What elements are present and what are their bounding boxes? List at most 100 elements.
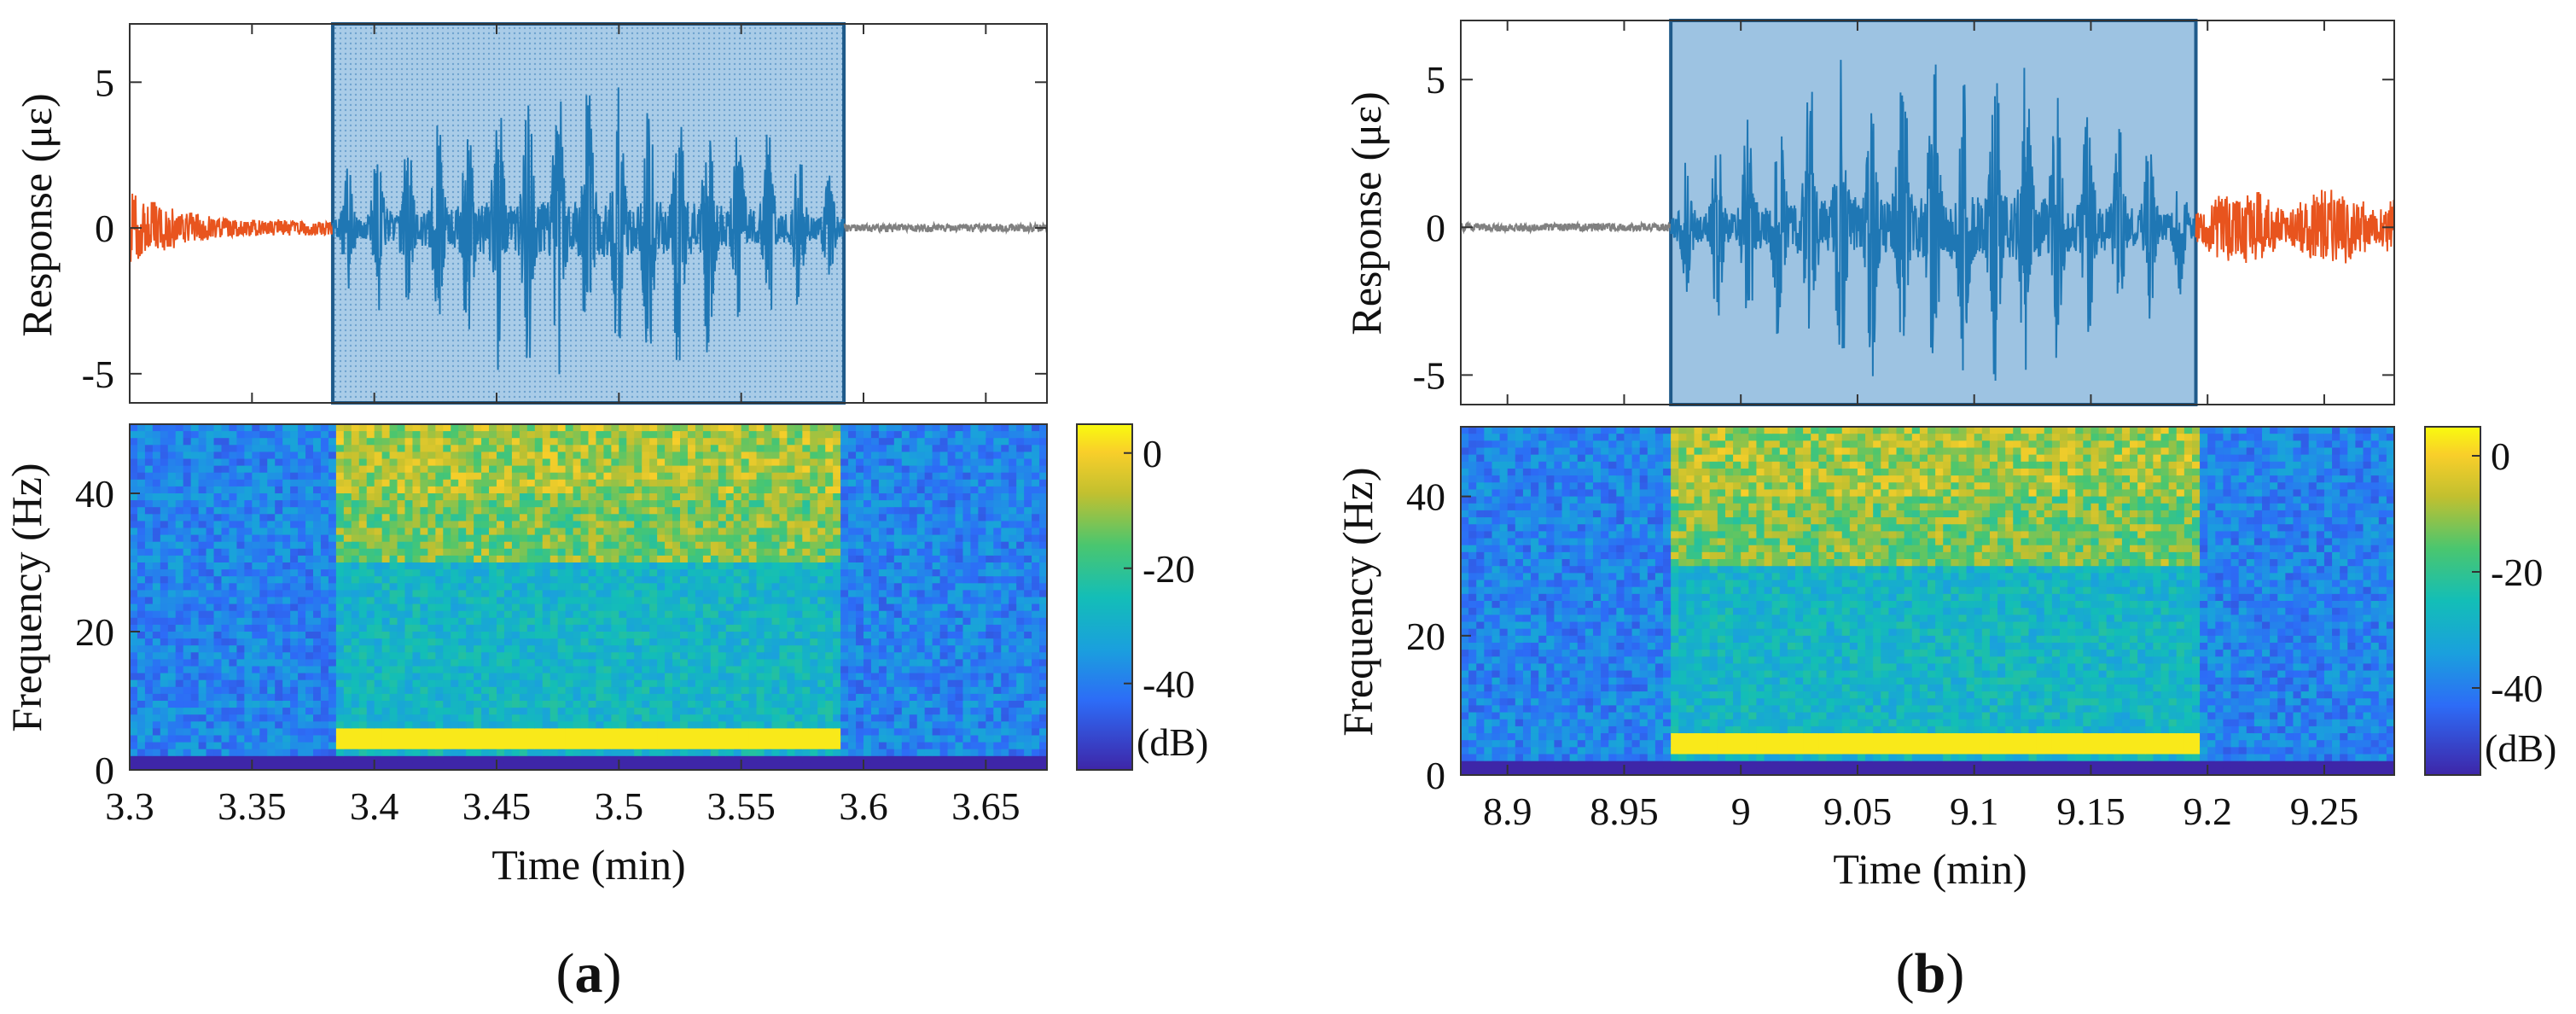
spectrogram-cell (856, 736, 864, 743)
spectrogram-cell (512, 466, 520, 474)
spectrogram-cell (489, 694, 497, 702)
spectrogram-cell (619, 618, 627, 626)
spectrogram-cell (840, 480, 849, 487)
spectrogram-cell (642, 487, 650, 494)
spectrogram-cell (665, 556, 673, 563)
spectrogram-cell (749, 721, 758, 729)
spectrogram-cell (214, 652, 223, 660)
spectrogram-cell (259, 680, 268, 688)
spectrogram-cell (657, 438, 666, 446)
spectrogram-cell (711, 576, 719, 584)
spectrogram-cell (864, 714, 872, 722)
spectrogram-cell (589, 500, 597, 508)
spectrogram-cell (734, 493, 742, 501)
spectrogram-cell (634, 493, 643, 501)
spectrogram-cell (703, 480, 712, 487)
spectrogram-cell (481, 438, 490, 446)
spectrogram-cell (398, 452, 406, 459)
spectrogram-cell (856, 528, 864, 536)
spectrogram-cell (398, 583, 406, 591)
spectrogram-cell (535, 645, 544, 653)
spectrogram-cell (672, 590, 681, 597)
spectrogram-cell (160, 528, 169, 536)
spectrogram-cell (160, 728, 169, 736)
spectrogram-cell (711, 625, 719, 632)
spectrogram-cell (222, 466, 230, 474)
spectrogram-cell (550, 549, 559, 557)
spectrogram-cell (856, 714, 864, 722)
spectrogram-cell (840, 652, 849, 660)
spectrogram-cell (153, 480, 161, 487)
spectrogram-cell (566, 576, 574, 584)
spectrogram-cell (619, 542, 627, 550)
spectrogram-cell (321, 487, 329, 494)
spectrogram-cell (741, 576, 750, 584)
spectrogram-cell (711, 424, 719, 432)
spectrogram-cell (772, 493, 781, 501)
spectrogram-cell (825, 569, 834, 577)
spectrogram-cell (649, 500, 658, 508)
spectrogram-cell (168, 638, 177, 646)
spectrogram-cell (504, 756, 513, 764)
spectrogram-cell (657, 728, 666, 736)
spectrogram-cell (825, 645, 834, 653)
spectrogram-cell (512, 728, 520, 736)
spectrogram-cell (168, 701, 177, 708)
spectrogram-cell (695, 618, 704, 626)
spectrogram-cell (825, 521, 834, 528)
spectrogram-cell (504, 625, 513, 632)
spectrogram-cell (466, 466, 474, 474)
spectrogram-cell (412, 694, 421, 702)
spectrogram-cell (382, 535, 391, 543)
spectrogram-cell (359, 721, 368, 729)
spectrogram-cell (802, 618, 811, 626)
spectrogram-cell (458, 445, 467, 452)
spectrogram-cell (825, 535, 834, 543)
spectrogram-cell (199, 645, 207, 653)
spectrogram-cell (183, 431, 192, 439)
spectrogram-cell (711, 500, 719, 508)
spectrogram-cell (244, 652, 253, 660)
spectrogram-cell (879, 459, 887, 467)
spectrogram-cell (802, 756, 811, 764)
spectrogram-cell (703, 549, 712, 557)
spectrogram-cell (398, 590, 406, 597)
spectrogram-cell (802, 459, 811, 467)
spectrogram-cell (573, 487, 582, 494)
spectrogram-cell (527, 701, 536, 708)
spectrogram-cell (267, 743, 276, 750)
spectrogram-cell (840, 611, 849, 619)
spectrogram-cell (703, 521, 712, 528)
spectrogram-cell (695, 521, 704, 528)
spectrogram-cell (222, 583, 230, 591)
spectrogram-cell (787, 562, 795, 570)
spectrogram-cell (566, 673, 574, 681)
spectrogram-cell (412, 687, 421, 695)
spectrogram-cell (298, 743, 306, 750)
spectrogram-cell (451, 507, 459, 515)
spectrogram-cell (214, 424, 223, 432)
spectrogram-cell (137, 528, 146, 536)
spectrogram-cell (619, 673, 627, 681)
spectrogram-cell (757, 576, 765, 584)
spectrogram-cell (375, 424, 383, 432)
spectrogram-cell (527, 473, 536, 481)
spectrogram-cell (359, 736, 368, 743)
spectrogram-cell (229, 687, 237, 695)
spectrogram-cell (779, 749, 788, 757)
spectrogram-cell (840, 507, 849, 515)
spectrogram-cell (520, 473, 528, 481)
spectrogram-cell (458, 632, 467, 639)
spectrogram-cell (871, 728, 880, 736)
spectrogram-cell (520, 445, 528, 452)
spectrogram-cell (183, 480, 192, 487)
spectrogram-cell (772, 480, 781, 487)
spectrogram-cell (626, 756, 635, 764)
spectrogram-cell (329, 590, 337, 597)
spectrogram-cell (130, 645, 138, 653)
spectrogram-cell (267, 466, 276, 474)
spectrogram-cell (634, 721, 643, 729)
spectrogram-cell (726, 452, 735, 459)
spectrogram-cell (596, 487, 604, 494)
spectrogram-cell (222, 500, 230, 508)
